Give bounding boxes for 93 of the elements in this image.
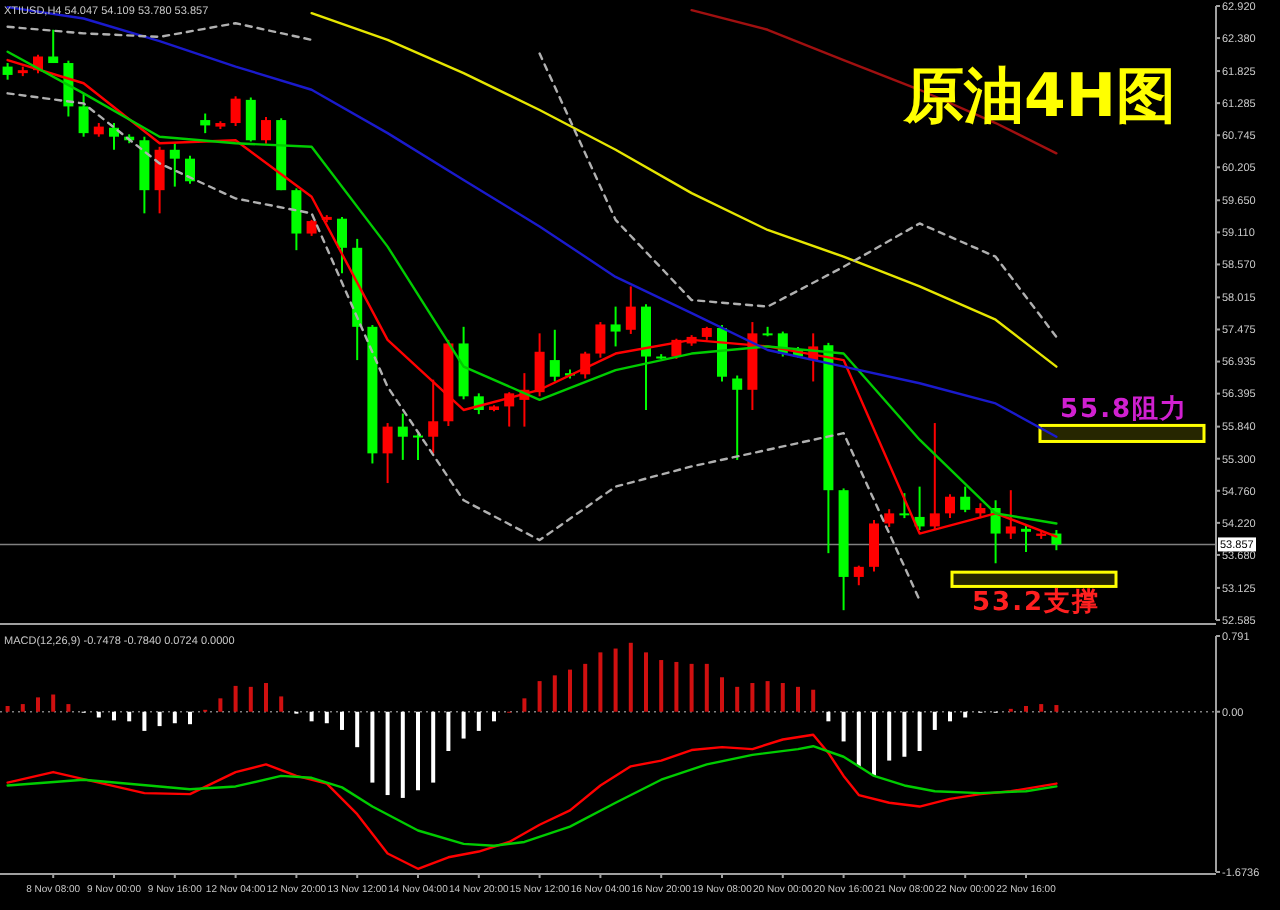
bar [20,704,25,712]
bar [309,711,314,722]
bar [765,681,770,712]
bar [51,694,56,712]
candlestick [428,378,439,455]
bar [583,663,588,712]
bar [568,669,572,712]
bar [948,711,952,722]
bar [1024,706,1028,712]
bar [66,704,71,712]
candlestick [899,492,910,520]
bar [735,686,740,712]
candlestick [382,422,393,485]
candlestick [109,122,119,151]
bar [917,711,922,751]
candlestick [397,412,408,461]
candlestick [853,564,864,587]
bar [674,661,679,712]
bar [416,711,420,791]
bar [279,696,284,712]
bar [750,683,755,712]
bar [1039,704,1044,712]
band-label: 55.8阻力 [1060,395,1189,426]
bar [1054,705,1059,712]
bar [248,686,253,712]
bar [461,711,466,739]
candlestick [48,28,59,65]
candlestick [595,321,606,359]
bar [659,660,664,712]
bar [826,711,831,722]
candlestick [869,518,879,573]
candlestick [154,145,165,215]
candlestick [1021,523,1031,553]
candlestick [337,215,347,275]
candlestick [200,112,211,135]
bar [324,711,329,724]
candlestick [610,305,621,348]
candlestick [230,95,241,128]
bar [233,685,238,712]
bar [400,711,405,798]
candlestick [413,432,423,461]
candlestick [625,285,636,335]
bar [644,652,648,712]
bar [689,663,694,712]
bar [142,711,147,731]
bar [446,711,451,751]
bar [932,711,937,730]
bar [613,648,618,712]
candlestick [534,332,545,398]
bar [720,677,724,712]
candlestick [960,485,971,514]
bar [902,711,907,757]
candlestick [291,187,302,252]
line-series [6,745,1058,847]
bar [36,697,40,712]
candlestick [929,422,940,531]
candlestick [945,493,955,520]
bar [476,711,481,731]
bar [704,663,709,712]
candlestick [261,116,271,145]
bar [355,711,360,748]
bar [370,711,375,783]
bar [492,711,496,722]
bar [218,698,223,712]
bar [264,683,268,712]
bar [340,711,344,730]
bar [811,689,816,712]
bar [552,675,557,712]
bar [157,711,162,727]
bar [872,711,876,776]
bar [172,711,177,724]
bar [5,706,10,712]
candlestick [245,96,256,143]
candlestick [732,374,743,461]
candlestick [169,142,180,188]
bar [780,683,785,712]
bar [431,711,436,783]
bar [188,711,192,725]
line-series [6,22,313,42]
bar [841,711,846,742]
bar [856,711,861,767]
bar [385,711,390,796]
candlestick [78,92,89,138]
bar [887,711,892,761]
line-series [6,733,1058,870]
bar [112,711,116,721]
band-label: 53.2支撑 [972,588,1101,619]
bar [796,686,800,712]
bar [537,681,542,712]
bar [628,642,633,712]
bar [598,652,603,712]
candlestick [549,328,560,383]
bar [522,698,527,712]
